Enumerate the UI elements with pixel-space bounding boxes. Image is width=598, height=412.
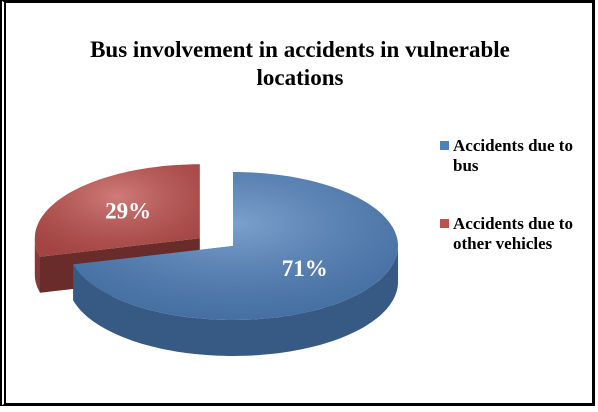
value-label: 29%: [105, 199, 151, 224]
value-label: 71%: [282, 256, 328, 281]
legend-swatch: [440, 141, 449, 150]
legend-swatch: [440, 219, 449, 228]
slice-wall: [34, 238, 40, 293]
slice-shine: [34, 164, 200, 257]
slice-wall: [73, 246, 398, 356]
legend-label: Accidents due to other vehicles: [453, 214, 573, 253]
pie-slice: 71%: [73, 172, 398, 356]
legend-item: Accidents due to bus: [440, 136, 590, 176]
legend-label: Accidents due to bus: [453, 136, 573, 175]
slice-shine: [73, 172, 398, 320]
chart-title: Bus involvement in accidents in vulnerab…: [90, 37, 510, 90]
legend-item: Accidents due to other vehicles: [440, 214, 590, 254]
